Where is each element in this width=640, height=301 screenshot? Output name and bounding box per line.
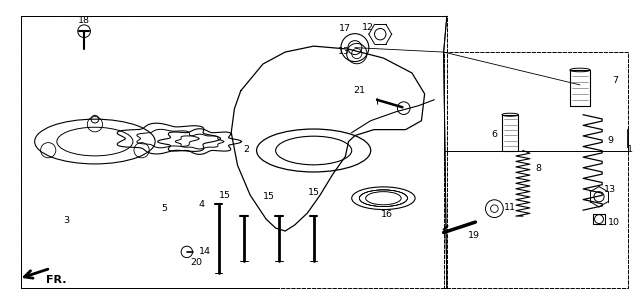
Text: 6: 6 [492,131,497,139]
Text: 21: 21 [353,86,365,95]
Text: 2: 2 [243,144,250,154]
Text: 20: 20 [190,258,202,267]
Text: 17: 17 [339,24,351,33]
Text: 4: 4 [198,200,204,209]
Text: 8: 8 [536,164,542,173]
Text: 15: 15 [308,188,319,197]
Text: 14: 14 [198,247,211,256]
Text: 11: 11 [504,203,516,212]
Text: 18: 18 [78,16,90,25]
Text: 10: 10 [608,218,620,227]
Text: 13: 13 [604,185,616,194]
Text: FR.: FR. [46,275,67,285]
Text: 5: 5 [162,204,168,213]
Text: 13: 13 [338,47,350,56]
Text: 7: 7 [612,76,618,85]
Text: 15: 15 [219,191,231,200]
Text: 16: 16 [381,210,392,219]
Text: 12: 12 [362,23,374,32]
Text: 3: 3 [63,216,69,225]
Text: 15: 15 [263,192,275,201]
Text: 1: 1 [627,145,632,154]
Text: 9: 9 [607,135,613,144]
Text: 19: 19 [467,231,479,240]
